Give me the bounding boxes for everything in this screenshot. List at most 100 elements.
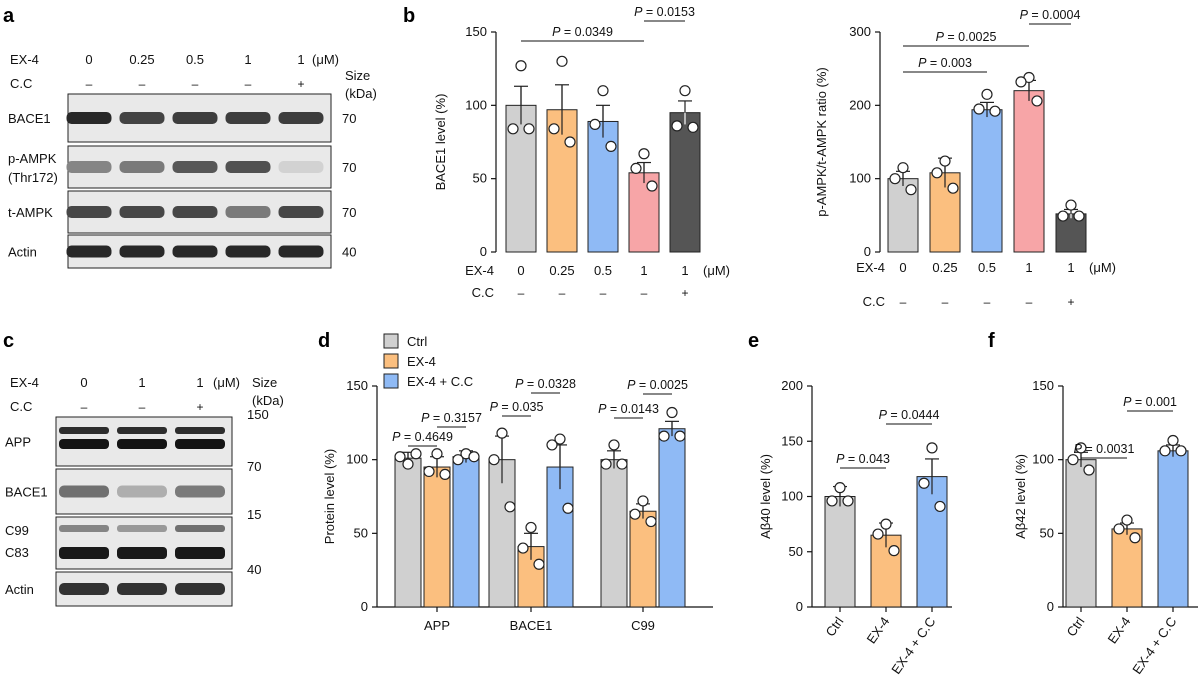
d-ex-4-data-point xyxy=(517,542,529,554)
b2-p-label: P = 0.0025 xyxy=(936,30,997,44)
b1-data-point xyxy=(515,60,527,72)
b1-y-label: BACE1 level (%) xyxy=(433,94,448,191)
d-ex-4-data-point xyxy=(533,558,545,570)
blot-band-upper xyxy=(117,427,167,434)
blot-band-upper xyxy=(59,427,109,434)
f-data-point xyxy=(1159,445,1171,457)
blot-a-protein-label: t-AMPK xyxy=(8,205,53,220)
p-value: = 0.043 xyxy=(844,452,890,466)
blot-a-unit: (μM) xyxy=(312,52,339,67)
e-y-tick-label: 100 xyxy=(781,489,803,504)
blot-c-protein-label: Actin xyxy=(5,582,34,597)
panel-b-pampk-ratio-chart: 0 100 200 300 p-AMPK/t-AMPK ratio (%) 0 – 0.25 –… xyxy=(814,8,1116,309)
e-bar xyxy=(916,476,948,608)
panel-b-bace1-chart: 0 50 100 150 BACE1 level (%) 0 – 0.25 – 0.5 – 1 – 1 + E… xyxy=(433,5,730,300)
blot-band xyxy=(119,245,165,258)
b1-cc-value: – xyxy=(559,286,566,300)
d-ctrl-data-point xyxy=(394,451,406,463)
b2-y-label: p-AMPK/t-AMPK ratio (%) xyxy=(814,67,829,217)
blot-band xyxy=(278,112,324,124)
b2-data-point xyxy=(939,155,951,167)
b1-data-point xyxy=(671,120,683,132)
blot-a-protein-label: BACE1 xyxy=(8,111,51,126)
p-value: = 0.4649 xyxy=(400,430,453,444)
blot-a-ex4-label: EX-4 xyxy=(10,52,39,67)
d-legend-swatch xyxy=(383,353,399,369)
d-ctrl-bar xyxy=(488,459,516,608)
blot-band-upper xyxy=(59,525,109,532)
b2-data-point xyxy=(1073,210,1085,222)
f-x-tick-label: EX-4 + C.C xyxy=(1129,614,1179,677)
p-symbol: P xyxy=(392,430,401,444)
blot-band xyxy=(66,206,112,218)
blot-band-lower xyxy=(175,439,225,449)
b2-bar xyxy=(1013,90,1045,253)
d-ctrl-data-point xyxy=(410,448,422,460)
blot-band xyxy=(172,245,218,258)
b1-bar xyxy=(628,172,660,253)
e-p-label: P = 0.043 xyxy=(836,452,890,466)
blot-c-cc-value: + xyxy=(196,400,203,414)
blot-c-kda-marker: 150 xyxy=(247,407,269,422)
b1-bar xyxy=(669,112,701,253)
p-value: = 0.0004 xyxy=(1028,8,1081,22)
d-p-label: P = 0.0328 xyxy=(515,377,576,391)
panel-d-protein-level-chart: 0 50 100 150 Protein level (%) APP BACE1 C99 P =… xyxy=(322,333,713,633)
b1-data-point xyxy=(564,136,576,148)
f-data-point xyxy=(1121,514,1133,526)
blot-c-ex4-value: 1 xyxy=(138,375,145,390)
blot-c-ex4-label: EX-4 xyxy=(10,375,39,390)
p-value: = 0.0143 xyxy=(606,402,659,416)
blot-c-ex4-value: 1 xyxy=(196,375,203,390)
b1-data-point xyxy=(507,123,519,135)
d-p-label: P = 0.3157 xyxy=(421,411,482,425)
blot-c-ex4-value: 0 xyxy=(80,375,87,390)
d-ex-4-data-point xyxy=(645,515,657,528)
p-value: = 0.0025 xyxy=(944,30,997,44)
b2-data-point xyxy=(1057,210,1069,222)
panel-label-f: f xyxy=(988,330,995,352)
panel-f-abeta42-chart: 0 50 100 150 Aβ42 level (%) Ctrl EX-4EX-4 + C.… xyxy=(1013,378,1198,677)
blot-band xyxy=(59,485,109,498)
d-ctrl-data-point xyxy=(608,439,620,451)
blot-band xyxy=(225,161,271,173)
blot-band xyxy=(119,161,165,173)
b1-cc-value: – xyxy=(600,286,607,300)
b2-data-point xyxy=(931,167,943,179)
blot-a-ex4-value: 1 xyxy=(297,52,304,67)
b2-y-tick-label: 100 xyxy=(849,171,871,186)
b2-cc-value: – xyxy=(900,295,907,309)
b2-data-point xyxy=(973,103,985,115)
b1-data-point xyxy=(687,121,699,133)
p-value: = 0.035 xyxy=(498,400,544,414)
f-data-point xyxy=(1067,454,1079,466)
b2-p-label: P = 0.003 xyxy=(918,56,972,70)
b2-data-point xyxy=(1031,95,1043,107)
blot-a-cc-value: – xyxy=(86,77,93,91)
p-symbol: P xyxy=(1020,8,1029,22)
d-x-tick-label: C99 xyxy=(631,618,655,633)
e-y-tick-label: 150 xyxy=(781,433,803,448)
b1-data-point xyxy=(679,85,691,97)
b2-x-tick-label: 1 xyxy=(1067,260,1074,275)
blot-a-ex4-value: 0.5 xyxy=(186,52,204,67)
p-value: = 0.3157 xyxy=(429,411,482,425)
b2-x-tick-label: 0 xyxy=(899,260,906,275)
p-symbol: P xyxy=(936,30,945,44)
blot-c-size-label: Size xyxy=(252,375,277,390)
d-ex-4-c-c-data-point xyxy=(452,454,464,466)
panel-label-a: a xyxy=(3,5,15,27)
b2-data-point xyxy=(905,184,917,196)
d-ctrl-data-point xyxy=(496,427,508,439)
b2-x-tick-label: 0.5 xyxy=(978,260,996,275)
b2-data-point xyxy=(889,173,901,185)
b1-data-point xyxy=(605,140,617,152)
d-ex-4-c-c-data-point xyxy=(658,430,670,442)
d-ex-4-data-point xyxy=(629,508,641,520)
b1-y-tick-label: 100 xyxy=(465,97,487,112)
d-ctrl-data-point xyxy=(488,454,500,466)
e-y-tick-label: 0 xyxy=(796,599,803,614)
blot-band xyxy=(59,583,109,595)
d-ex-4-bar xyxy=(423,466,451,608)
blot-band xyxy=(278,206,324,218)
